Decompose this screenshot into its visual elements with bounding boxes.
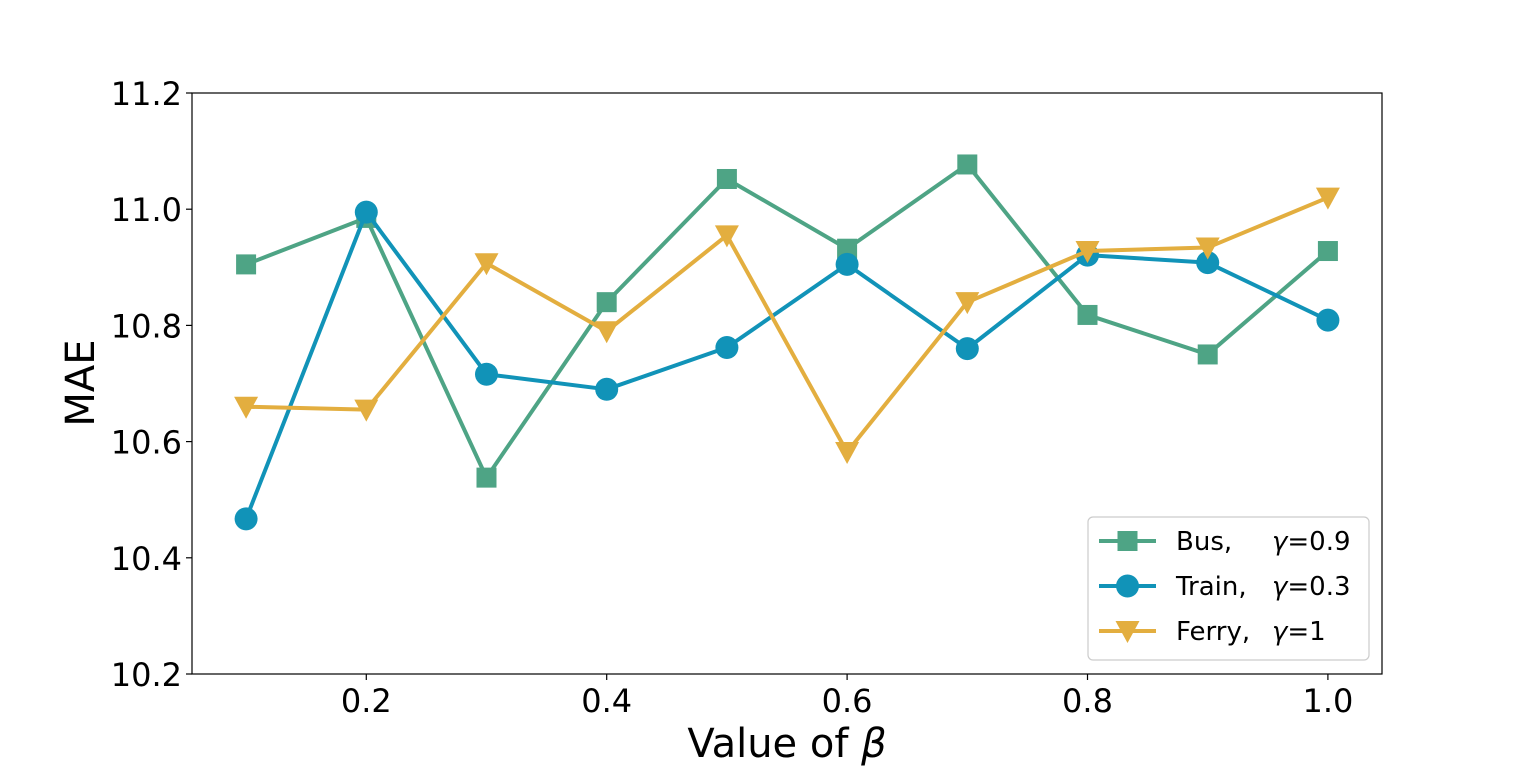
legend-entry: Bus, γ=0.9 xyxy=(1099,527,1351,557)
x-tick-label: 0.2 xyxy=(341,682,392,720)
data-point xyxy=(476,467,497,488)
legend-marker xyxy=(1117,531,1138,551)
data-point xyxy=(835,442,860,465)
series-line xyxy=(246,195,1329,455)
legend-box xyxy=(1087,516,1370,661)
legend-marker xyxy=(1115,621,1140,643)
x-tick-label: 0.8 xyxy=(1062,682,1113,720)
series-0 xyxy=(236,154,1338,488)
x-axis-title: Value of β xyxy=(687,721,886,767)
data-point xyxy=(957,154,978,175)
series-line xyxy=(244,210,1329,520)
data-point xyxy=(837,238,858,259)
legend-marker xyxy=(1116,574,1139,598)
data-point xyxy=(474,362,498,386)
series-2 xyxy=(234,187,1340,465)
data-point xyxy=(955,337,979,361)
y-tick-label: 10.4 xyxy=(111,540,182,578)
y-tick-label: 11.0 xyxy=(111,191,182,229)
legend-label: Train, xyxy=(1175,572,1247,602)
data-point xyxy=(714,225,739,248)
x-tick-label: 0.6 xyxy=(822,682,873,720)
data-point xyxy=(1077,304,1098,325)
data-point xyxy=(354,200,378,224)
x-tick-label: 1.0 xyxy=(1302,682,1353,720)
legend-entry: Train, γ=0.3 xyxy=(1099,572,1351,602)
data-point xyxy=(234,507,258,531)
legend-param-symbol: γ xyxy=(1272,527,1289,557)
y-axis: 10.2 10.4 10.6 10.8 11.0 11.2 xyxy=(111,75,192,694)
legend-param: γ=1 xyxy=(1272,617,1326,647)
legend-param: γ=0.9 xyxy=(1272,527,1351,557)
y-tick-label: 10.6 xyxy=(111,424,182,462)
data-point xyxy=(474,253,499,276)
data-point xyxy=(234,396,259,419)
legend-param-value: =1 xyxy=(1287,617,1325,647)
legend-param: γ=0.3 xyxy=(1272,572,1351,602)
data-point xyxy=(595,377,619,401)
x-tick-label: 0.4 xyxy=(581,682,632,720)
data-point xyxy=(596,292,617,313)
y-tick-label: 11.2 xyxy=(111,75,182,113)
y-axis-title: MAE xyxy=(58,339,104,426)
y-tick-label: 10.8 xyxy=(111,307,182,345)
data-point xyxy=(236,254,257,275)
legend-param-symbol: γ xyxy=(1272,572,1289,602)
data-point xyxy=(1075,241,1100,264)
data-point xyxy=(594,321,619,344)
x-axis-title-symbol: β xyxy=(860,721,887,767)
data-point xyxy=(716,168,737,189)
data-point xyxy=(715,335,739,359)
series-line xyxy=(245,162,1330,480)
data-point xyxy=(955,292,980,315)
data-point xyxy=(1316,308,1340,332)
data-point xyxy=(1196,251,1220,275)
data-point xyxy=(1195,237,1220,260)
legend-entry: Ferry, γ=1 xyxy=(1099,617,1326,647)
x-axis-title-prefix: Value of xyxy=(687,721,861,767)
series-layer xyxy=(234,154,1340,531)
y-tick-label: 10.2 xyxy=(111,656,182,694)
legend-param-symbol: γ xyxy=(1272,617,1289,647)
legend-param-value: =0.9 xyxy=(1287,527,1350,557)
legend-label: Ferry, xyxy=(1176,617,1250,647)
legend-param-value: =0.3 xyxy=(1287,572,1350,602)
data-point xyxy=(1317,241,1338,262)
legend-label: Bus, xyxy=(1176,527,1232,557)
data-point xyxy=(1197,344,1218,365)
series-1 xyxy=(234,200,1340,531)
data-point xyxy=(1315,187,1340,210)
x-axis: 0.2 0.4 0.6 0.8 1.0 xyxy=(341,674,1353,720)
data-point xyxy=(354,399,379,422)
data-point xyxy=(835,252,859,276)
